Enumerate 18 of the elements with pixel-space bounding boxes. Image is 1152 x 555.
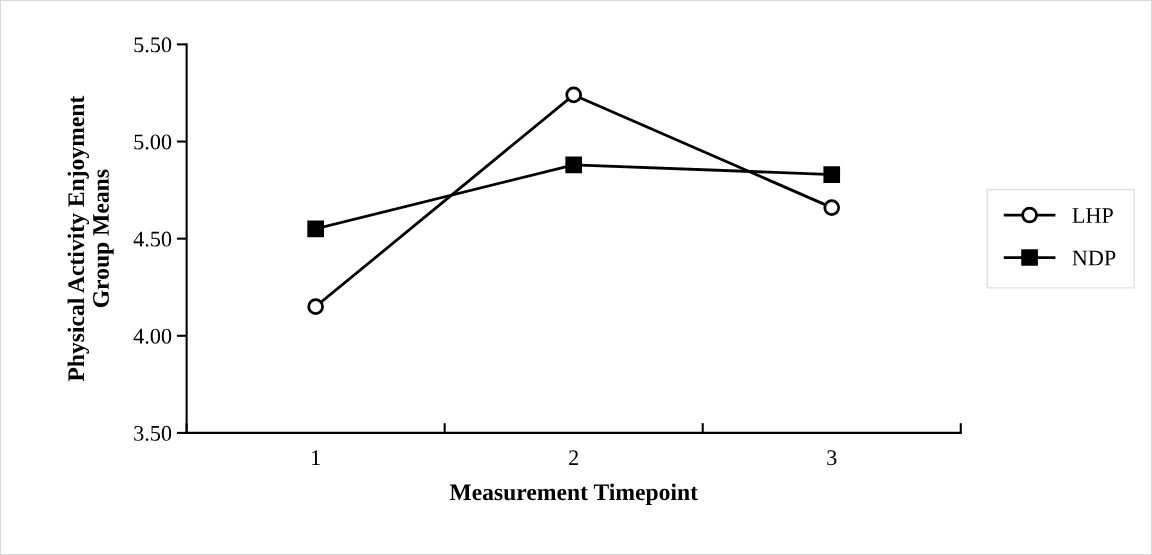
x-axis-title: Measurement Timepoint: [449, 483, 698, 506]
y-tick-label: 3.50: [134, 425, 172, 441]
y-tick-label: 4.50: [133, 231, 172, 247]
y-tick-label: 5.50: [134, 37, 172, 53]
x-tick-label: 2: [569, 450, 579, 465]
point: [565, 156, 583, 174]
y-tick-label: 4.00: [133, 328, 172, 344]
x-tick-label: 3: [827, 450, 837, 466]
point: [565, 86, 583, 104]
y-axis-title: Physical Activity Enjoyment Group Means: [67, 95, 114, 382]
legend-label: NDP: [1072, 250, 1116, 266]
point: [307, 220, 324, 238]
y-tick-label: 5.00: [134, 134, 172, 150]
x-tick-label: 1: [312, 450, 320, 465]
point: [307, 298, 324, 315]
point: [823, 199, 841, 216]
legend-label: LHP: [1072, 208, 1113, 223]
point: [823, 166, 841, 183]
